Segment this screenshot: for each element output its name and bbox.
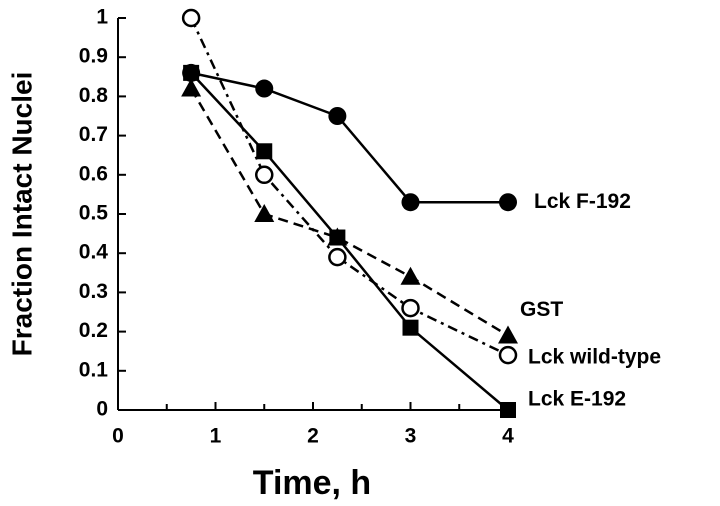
y-tick-label: 1 (96, 6, 108, 29)
series-line (189, 17, 509, 357)
y-tick-label: 0.9 (79, 45, 108, 68)
marker (181, 78, 202, 97)
marker (183, 64, 200, 81)
series-line (190, 72, 509, 411)
x-tick-label: 2 (307, 425, 319, 448)
marker (328, 107, 347, 125)
marker (498, 325, 518, 344)
y-tick-label: 0.8 (79, 84, 109, 107)
marker (401, 298, 420, 318)
x-axis-label: Time, h (253, 464, 371, 502)
marker (255, 165, 274, 185)
y-tick-label: 0.7 (79, 123, 108, 146)
marker (498, 345, 518, 365)
y-axis-label: Fraction Intact Nuclei (6, 72, 37, 357)
series-label: Lck wild-type (528, 346, 661, 369)
marker (402, 319, 419, 336)
marker (329, 229, 346, 246)
series-label: GST (520, 298, 563, 321)
series-label: Lck F-192 (534, 190, 631, 213)
y-tick-label: 0.5 (79, 202, 109, 225)
marker (499, 193, 517, 212)
series-label: Lck E-192 (528, 388, 626, 411)
y-tick-label: 0.4 (79, 241, 109, 264)
marker (256, 143, 273, 160)
series-line (190, 87, 509, 337)
x-tick-label: 3 (405, 425, 417, 448)
y-tick-label: 0 (96, 398, 108, 421)
marker (400, 266, 421, 285)
marker (254, 204, 275, 222)
x-tick-label: 0 (112, 425, 124, 448)
marker (255, 79, 274, 98)
y-tick-label: 0.6 (79, 162, 108, 185)
y-tick-label: 0.3 (79, 280, 108, 303)
marker (328, 247, 347, 267)
x-tick-label: 1 (210, 425, 222, 448)
series-line (190, 71, 508, 204)
y-tick-label: 0.1 (79, 358, 109, 381)
marker (500, 402, 516, 418)
marker (401, 193, 420, 212)
y-tick-label: 0.2 (79, 319, 108, 342)
x-tick-label: 4 (502, 425, 514, 448)
marker (181, 8, 201, 28)
